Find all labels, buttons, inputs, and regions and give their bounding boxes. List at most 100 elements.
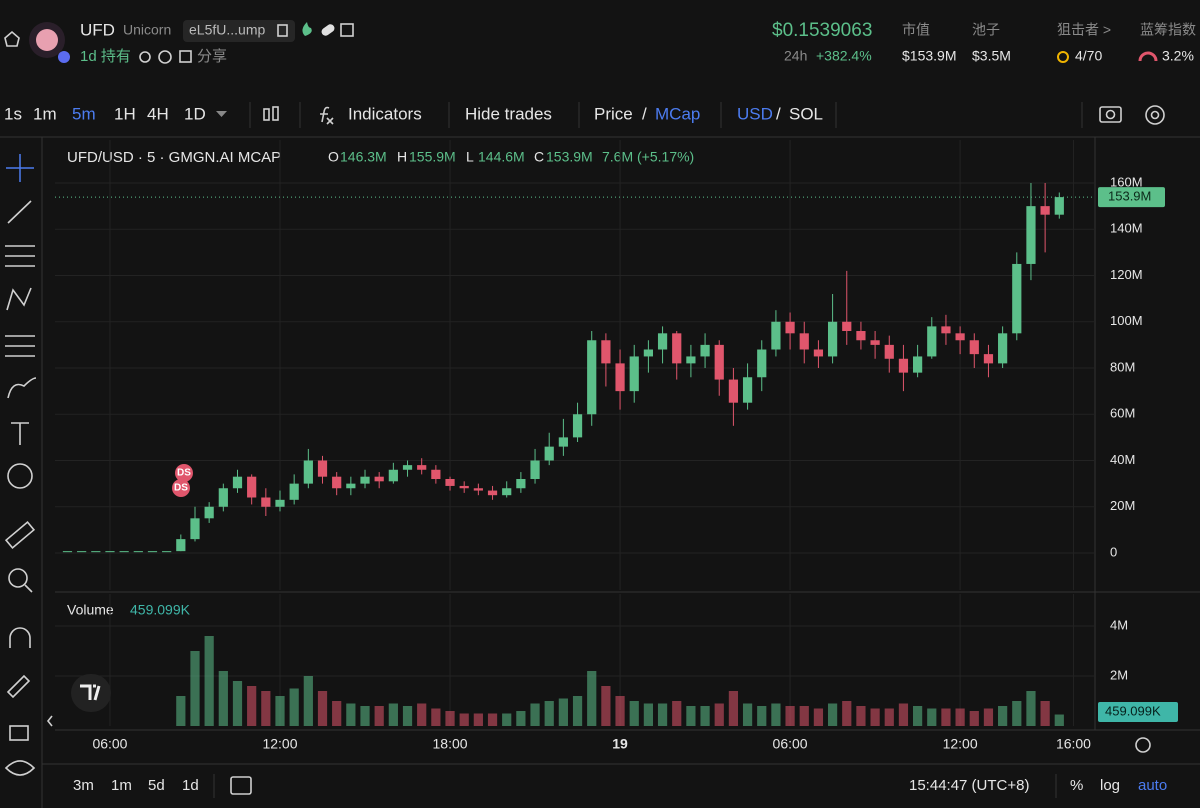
range-button[interactable]: 3m bbox=[73, 777, 94, 794]
candle-body bbox=[317, 460, 328, 477]
interval[interactable]: 1m bbox=[33, 104, 57, 123]
price-mode[interactable]: Price bbox=[594, 104, 633, 123]
search-icon[interactable] bbox=[139, 51, 151, 63]
candle-body bbox=[204, 506, 214, 519]
interval[interactable]: 1H bbox=[114, 104, 136, 123]
collapse-arrow[interactable] bbox=[46, 715, 53, 727]
volume-bar bbox=[615, 696, 625, 726]
trade-marker[interactable] bbox=[172, 479, 190, 497]
pill-icon bbox=[321, 24, 335, 36]
settings-icon[interactable] bbox=[1145, 105, 1165, 125]
candle-body bbox=[1040, 206, 1050, 215]
menu-icon[interactable] bbox=[158, 50, 172, 64]
volume-bar bbox=[303, 676, 313, 726]
visibility-tool[interactable] bbox=[4, 760, 36, 776]
range-button[interactable]: 1d bbox=[182, 777, 199, 794]
goto-date-icon[interactable] bbox=[230, 776, 252, 795]
volume-bar bbox=[530, 703, 540, 726]
period-label: 24h bbox=[784, 48, 807, 64]
fib-tool[interactable] bbox=[5, 245, 35, 267]
brush-tool[interactable] bbox=[7, 377, 37, 399]
camera-icon[interactable] bbox=[1099, 106, 1122, 123]
y-tick-label: 0 bbox=[1110, 544, 1117, 559]
scale-mode[interactable]: log bbox=[1100, 777, 1120, 794]
hold-label: 1d 持有 bbox=[80, 48, 131, 65]
copy-icon[interactable] bbox=[277, 24, 288, 37]
candle-body bbox=[785, 321, 795, 334]
address-chip[interactable] bbox=[183, 20, 295, 42]
chart-title: UFD/USD · 5 · GMGN.AI MCAP bbox=[67, 149, 281, 166]
interval[interactable]: 1s bbox=[4, 104, 22, 123]
scale-mode[interactable]: % bbox=[1070, 777, 1083, 794]
currency[interactable]: SOL bbox=[789, 104, 823, 123]
candle-body bbox=[62, 551, 73, 553]
volume-bar bbox=[941, 708, 951, 726]
text-tool[interactable] bbox=[11, 422, 29, 445]
candle-icon[interactable] bbox=[263, 108, 270, 121]
currency[interactable]: USD bbox=[737, 104, 773, 123]
range-button[interactable]: 1m bbox=[111, 777, 132, 794]
y-tick-label: 80M bbox=[1110, 359, 1135, 374]
candle-body bbox=[431, 469, 441, 480]
slash: / bbox=[642, 104, 647, 123]
magnet-tool[interactable] bbox=[9, 627, 31, 648]
pattern-tool[interactable] bbox=[6, 287, 32, 311]
volume-bar bbox=[913, 706, 923, 726]
price-mode[interactable]: MCap bbox=[655, 104, 700, 123]
volume-bar bbox=[275, 696, 285, 726]
candle-body bbox=[388, 469, 398, 482]
period-change: +382.4% bbox=[816, 48, 872, 64]
interval[interactable]: 5m bbox=[72, 104, 96, 123]
ruler-tool[interactable] bbox=[4, 521, 36, 549]
x-tick-label: 18:00 bbox=[433, 736, 468, 752]
volume-bar bbox=[927, 708, 937, 726]
indicators-button[interactable]: Indicators bbox=[348, 104, 422, 123]
candle-body bbox=[601, 340, 611, 364]
star-icon[interactable] bbox=[4, 30, 20, 47]
scale-mode[interactable]: auto bbox=[1138, 777, 1167, 794]
volume-bar bbox=[558, 698, 568, 726]
range-button[interactable]: 5d bbox=[148, 777, 165, 794]
axis-settings-icon[interactable] bbox=[1135, 737, 1151, 753]
y-tick-label: 140M bbox=[1110, 221, 1143, 236]
candle-body bbox=[572, 414, 583, 438]
volume-bar bbox=[1026, 691, 1036, 726]
lock-draw-tool[interactable] bbox=[6, 674, 31, 699]
volume-bar bbox=[898, 703, 909, 726]
candle-body bbox=[232, 476, 243, 489]
projection-tool[interactable] bbox=[5, 335, 35, 357]
volume-tick-label: 2M bbox=[1110, 667, 1128, 682]
interval-dropdown[interactable] bbox=[216, 111, 227, 117]
crosshair-tool[interactable] bbox=[6, 154, 34, 182]
candle-body bbox=[686, 356, 696, 364]
candle-body bbox=[827, 321, 838, 357]
candle-body bbox=[983, 354, 994, 364]
zoom-tool[interactable] bbox=[8, 568, 28, 588]
candle-body bbox=[913, 356, 923, 373]
trade-marker[interactable] bbox=[175, 464, 193, 482]
interval[interactable]: 1D bbox=[184, 104, 206, 123]
volume-bar bbox=[969, 711, 979, 726]
lock-tool[interactable] bbox=[9, 725, 29, 741]
candle-body bbox=[332, 476, 342, 489]
stat-value: 3.2% bbox=[1162, 48, 1194, 64]
volume-bar bbox=[289, 688, 299, 726]
candle-body bbox=[374, 476, 384, 482]
share-label[interactable]: 分享 bbox=[197, 48, 227, 65]
emoji-tool[interactable] bbox=[7, 463, 33, 489]
trade-marker-label: DS bbox=[174, 483, 188, 494]
stat-label[interactable]: 狙击者 > bbox=[1057, 22, 1111, 38]
ohlc-value: 144.6M bbox=[478, 149, 525, 165]
y-tick-label: 120M bbox=[1110, 267, 1143, 282]
volume-bar bbox=[402, 706, 413, 726]
candle-body bbox=[275, 499, 285, 507]
candle-body bbox=[1012, 263, 1022, 334]
hide-trades-button[interactable]: Hide trades bbox=[465, 104, 552, 123]
candle-icon[interactable] bbox=[272, 106, 279, 121]
avatar-face bbox=[36, 29, 58, 51]
candle-body bbox=[870, 340, 880, 345]
fx-icon[interactable] bbox=[320, 106, 334, 125]
trendline-tool[interactable] bbox=[7, 200, 32, 224]
share-icon[interactable] bbox=[179, 50, 192, 63]
interval[interactable]: 4H bbox=[147, 104, 169, 123]
